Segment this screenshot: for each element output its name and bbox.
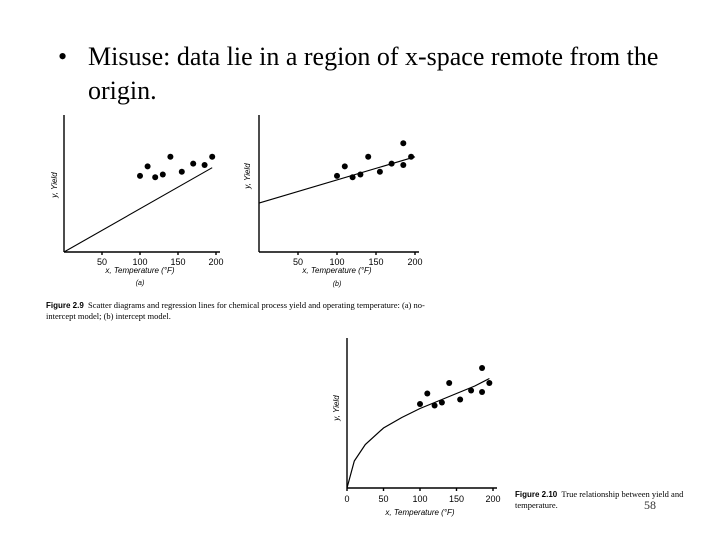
data-point — [388, 160, 395, 167]
data-point — [479, 389, 486, 395]
y-axis-title: y, Yield — [243, 163, 252, 190]
data-point — [417, 401, 423, 407]
panel-label: (a) — [136, 280, 145, 287]
data-point — [431, 402, 438, 409]
data-point — [209, 153, 216, 160]
x-axis-title: x, Temperature (°F) — [301, 266, 371, 275]
panel-label: (b) — [333, 281, 342, 288]
x-tick-label: 50 — [378, 494, 388, 504]
data-point — [349, 174, 356, 181]
data-point — [357, 171, 364, 178]
figure-2-10-text: True relationship between yield and temp… — [515, 489, 684, 510]
data-point — [400, 161, 407, 168]
bullet-dot: • — [58, 42, 68, 71]
data-point — [479, 365, 486, 371]
y-axis-title: y, Yield — [50, 172, 59, 199]
figure-2-10-caption: Figure 2.10 True relationship between yi… — [515, 489, 685, 510]
plot-b: 50 100 150 200 x, Temperature (°F) y, Yield (b… — [243, 115, 423, 288]
data-point — [190, 160, 197, 167]
bullet-item: • Misuse: data lie in a region of x-spac… — [58, 40, 698, 108]
x-tick-label: 200 — [407, 257, 422, 267]
x-tick-label: 50 — [293, 257, 303, 267]
plot-c: 0 50 100 150 200 x, Temperature (°F) y, Yield — [332, 338, 501, 517]
data-point — [201, 161, 208, 168]
data-point — [167, 153, 174, 160]
x-axis-title: x, Temperature (°F) — [104, 266, 174, 275]
data-point — [334, 172, 340, 179]
x-axis-title: x, Temperature (°F) — [384, 508, 454, 517]
data-point — [457, 396, 464, 403]
data-point — [376, 168, 383, 175]
figure-2-9-text: Scatter diagrams and regression lines fo… — [46, 300, 425, 321]
x-tick-label: 150 — [170, 257, 185, 267]
data-point — [486, 380, 493, 386]
x-tick-label: 200 — [208, 257, 223, 267]
page-number: 58 — [644, 498, 656, 512]
data-point — [408, 153, 415, 160]
y-axis-title: y, Yield — [332, 395, 341, 422]
plot-a: 50 100 150 200 x, Temperature (°F) y, Yield (a… — [50, 115, 224, 287]
data-point — [446, 380, 453, 386]
data-point — [468, 387, 475, 394]
x-tick-label: 0 — [344, 494, 349, 504]
bullet-text: Misuse: data lie in a region of x-space … — [88, 42, 659, 105]
x-tick-label: 150 — [368, 257, 383, 267]
figure-2-9-caption: Figure 2.9 Scatter diagrams and regressi… — [46, 300, 426, 321]
data-point — [144, 163, 151, 170]
figure-2-10-label: Figure 2.10 — [515, 490, 558, 499]
true-relationship-curve — [346, 377, 490, 489]
data-point — [137, 172, 143, 179]
data-point — [341, 163, 348, 170]
data-point — [365, 153, 372, 160]
data-point — [438, 399, 445, 406]
regression-line — [63, 167, 213, 253]
figure-2-9-label: Figure 2.9 — [46, 301, 84, 310]
x-tick-label: 150 — [449, 494, 464, 504]
data-point — [400, 140, 407, 147]
data-point — [159, 171, 166, 178]
x-tick-label: 100 — [132, 257, 147, 267]
data-point — [178, 168, 185, 175]
x-tick-label: 100 — [412, 494, 427, 504]
data-point — [152, 174, 159, 181]
data-point — [424, 390, 431, 397]
x-tick-label: 100 — [329, 257, 344, 267]
x-tick-label: 200 — [485, 494, 500, 504]
x-tick-label: 50 — [97, 257, 107, 267]
